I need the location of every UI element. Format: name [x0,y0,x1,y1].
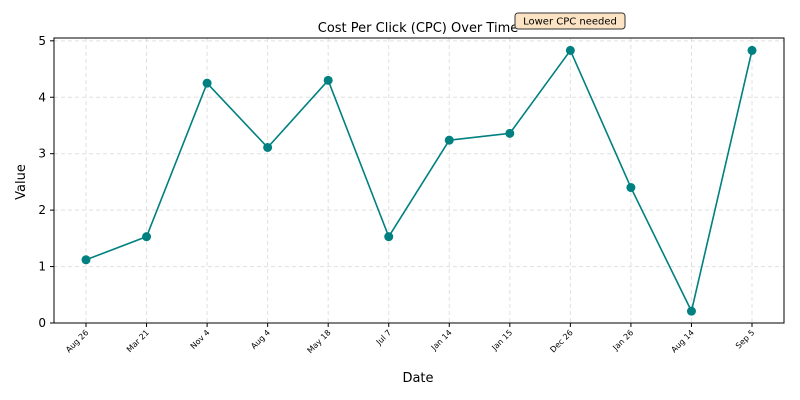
chart-title: Cost Per Click (CPC) Over Time [318,21,518,36]
y-axis-label: Value [14,164,29,200]
y-tick-label: 3 [38,147,46,161]
data-point [384,232,394,242]
x-tick-label: Jul 7 [374,328,393,347]
plot-frame [53,37,785,324]
annotation-text: Lower CPC needed [523,17,617,28]
x-tick-label: May 18 [306,328,333,355]
data-point [686,306,696,316]
data-point [505,128,515,138]
x-tick-label: Aug 14 [669,328,695,354]
x-tick-label: Mar 21 [125,328,151,354]
x-tick-label: Jan 15 [489,328,514,353]
y-tick-label: 2 [38,203,46,217]
y-tick-label: 1 [38,260,46,274]
y-tick-label: 4 [38,90,46,104]
data-point [747,45,757,55]
x-tick-label: Jan 14 [429,328,454,353]
data-point [565,45,575,55]
data-point [202,78,212,88]
data-point [626,183,636,193]
x-tick-label: Aug 26 [64,328,90,354]
annotation: Lower CPC needed [514,12,626,30]
annotation-box [514,12,626,30]
x-tick-label: Nov 4 [189,328,212,351]
series-line [85,49,753,312]
x-tick-label: Aug 4 [249,328,272,351]
x-axis-label: Date [402,371,433,386]
data-point [81,255,91,265]
data-points [81,45,757,316]
data-point [142,232,152,242]
data-point [323,75,333,85]
x-tick-label: Dec 26 [548,328,574,354]
data-point [444,135,454,145]
series [85,49,753,312]
x-tick-label: Sep 5 [734,328,756,350]
x-tick-label: Jan 26 [611,328,636,353]
y-tick-label: 0 [38,316,46,330]
y-tick-label: 5 [38,34,46,48]
data-point [263,142,273,152]
grid [54,38,784,324]
